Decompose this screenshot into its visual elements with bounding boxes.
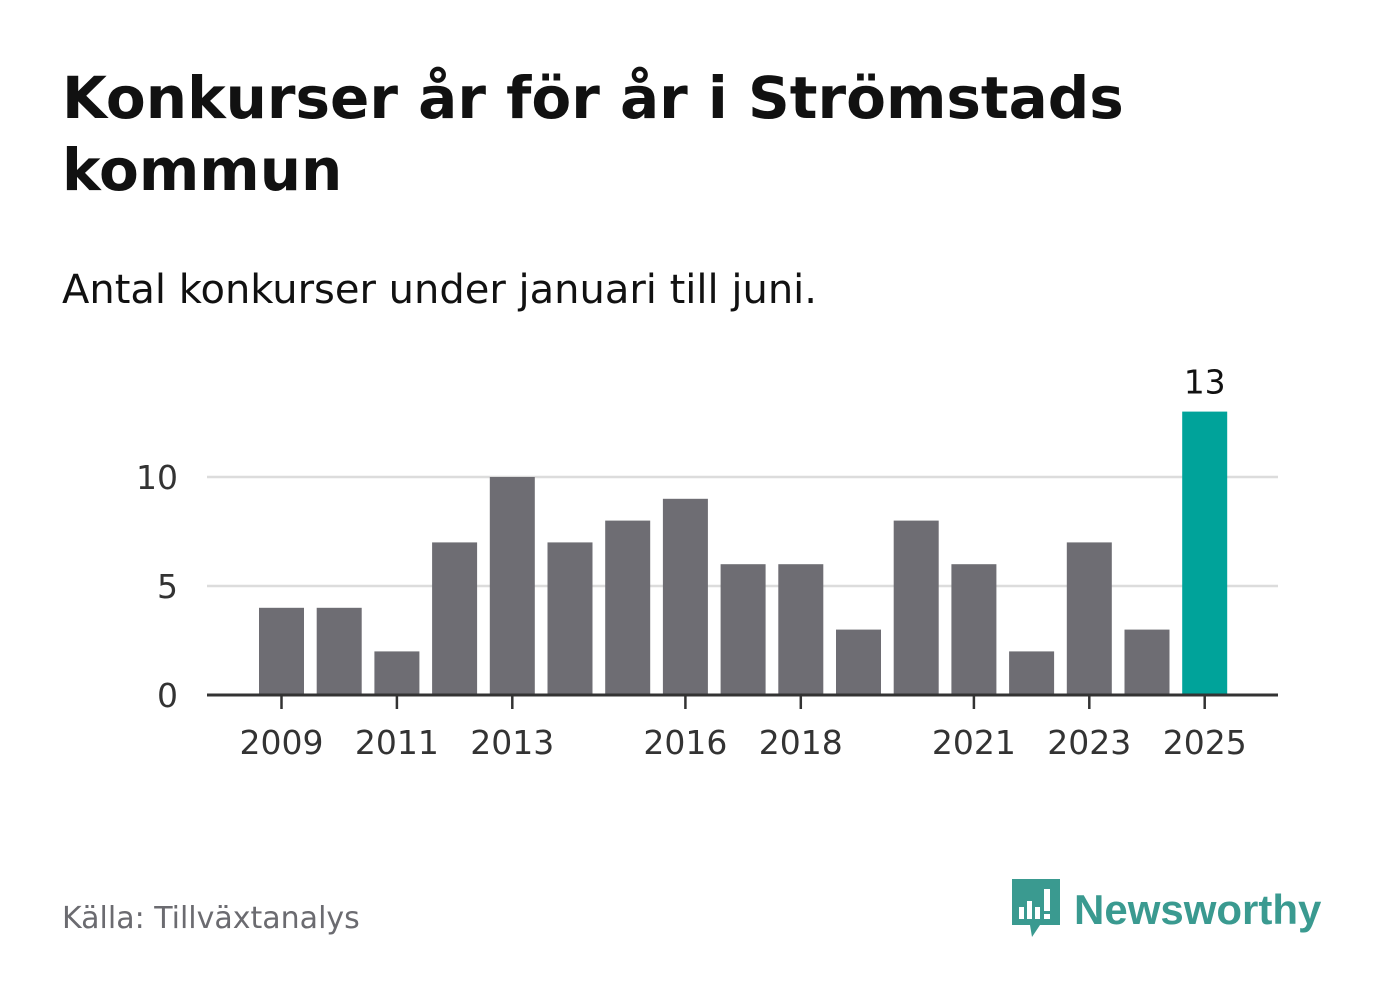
x-tick-label: 2011 <box>355 723 439 762</box>
bar-2009 <box>259 607 304 695</box>
bar-2014 <box>547 542 593 695</box>
bar-2018 <box>778 564 824 695</box>
bar-2010 <box>316 607 362 695</box>
y-tick-label: 5 <box>157 567 178 606</box>
chart-subtitle: Antal konkurser under januari till juni. <box>62 267 817 313</box>
x-tick-label: 2016 <box>643 723 727 762</box>
bar-2022 <box>1009 651 1055 695</box>
bar-2025 <box>1182 411 1228 695</box>
bar-2019 <box>836 629 881 695</box>
brand-logo[interactable]: Newsworthy <box>1010 878 1321 942</box>
x-tick-label: 2013 <box>470 723 554 762</box>
source-note: Källa: Tillväxtanalys <box>62 901 360 936</box>
y-tick-label: 0 <box>157 676 178 715</box>
x-tick-label: 2009 <box>240 723 324 762</box>
brand-name: Newsworthy <box>1074 886 1322 933</box>
bar-2017 <box>720 564 766 695</box>
chart-title: Konkurser år för år i Strömstads kommun <box>62 64 1124 204</box>
bar-2016 <box>662 498 708 695</box>
bar-2013 <box>489 477 535 695</box>
data-label-2025: 13 <box>1184 363 1226 402</box>
bar-2020 <box>893 520 939 695</box>
x-tick-label: 2018 <box>759 723 843 762</box>
bar-2015 <box>605 520 651 695</box>
bar-2024 <box>1124 629 1170 695</box>
x-tick-label: 2025 <box>1163 723 1247 762</box>
bar-2023 <box>1066 542 1112 695</box>
x-tick-label: 2023 <box>1047 723 1131 762</box>
newsworthy-logo-icon <box>1010 877 1062 943</box>
bar-2021 <box>951 564 997 695</box>
bar-2011 <box>374 651 420 695</box>
x-tick-label: 2021 <box>932 723 1016 762</box>
y-tick-label: 10 <box>136 458 178 497</box>
bar-2012 <box>432 542 478 695</box>
